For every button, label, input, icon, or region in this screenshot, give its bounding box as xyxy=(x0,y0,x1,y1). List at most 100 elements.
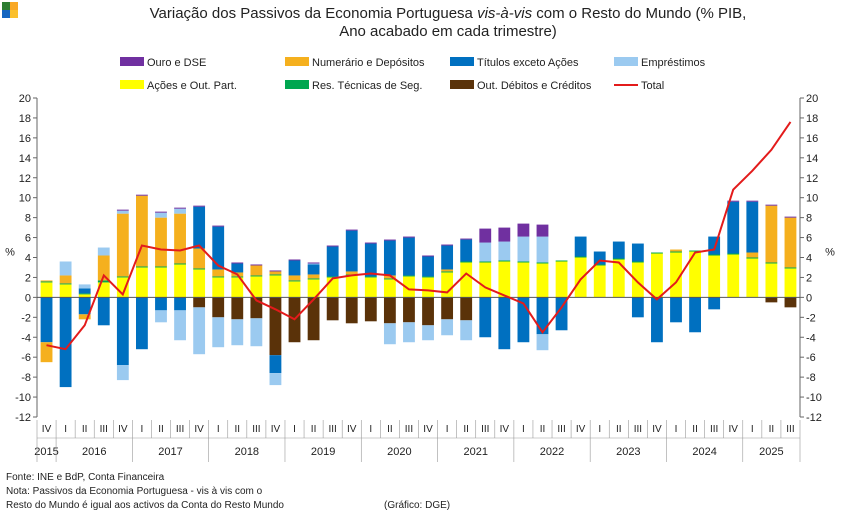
bar-segment xyxy=(422,256,434,277)
bar-segment-negative xyxy=(155,297,167,311)
bar-segment-negative xyxy=(212,297,225,318)
x-quarter-label: II xyxy=(692,424,698,435)
dge-logo-icon xyxy=(2,2,18,18)
y-tick-label: -6 xyxy=(21,352,31,364)
y-tick-label: 4 xyxy=(25,253,31,265)
bar-segment xyxy=(574,236,587,257)
bar-segment xyxy=(40,281,53,283)
bar-segment xyxy=(364,277,377,298)
bar-segment xyxy=(288,275,301,281)
x-quarter-label: II xyxy=(769,424,775,435)
y-tick-label-right: 0 xyxy=(806,292,812,304)
bar-segment-negative xyxy=(269,373,282,386)
bar-segment xyxy=(517,236,530,262)
bar-segment xyxy=(250,275,263,277)
bar-segment xyxy=(784,216,797,218)
bar-segment-negative xyxy=(460,297,473,321)
bar-segment-negative xyxy=(670,297,682,323)
bar-segment-negative xyxy=(441,319,454,336)
bar-segment xyxy=(765,263,778,298)
y-tick-label-right: 12 xyxy=(806,173,818,185)
bar-segment xyxy=(326,246,339,277)
legend-label: Numerário e Depósitos xyxy=(312,57,425,69)
bar-segment-negative xyxy=(269,355,282,374)
bar-segment xyxy=(155,217,167,267)
y-tick-label-right: -8 xyxy=(806,372,816,384)
bar-segment-negative xyxy=(155,310,167,323)
bar-segment-negative xyxy=(689,297,702,333)
y-tick-label: -12 xyxy=(15,412,31,424)
x-quarter-label: I xyxy=(675,424,678,435)
x-quarter-label: II xyxy=(387,424,393,435)
x-quarter-label: IV xyxy=(118,424,128,435)
chart-title-part2: com o Resto do Mundo (% PIB, xyxy=(532,5,746,22)
y-tick-label: 18 xyxy=(19,113,31,125)
y-tick-label-right: -10 xyxy=(806,392,822,404)
x-quarter-label: IV xyxy=(347,424,357,435)
bar-segment xyxy=(498,241,511,261)
bar-segment-negative xyxy=(40,297,53,343)
bar-segment xyxy=(269,271,282,275)
bar-segment-negative xyxy=(345,297,358,324)
bar-segment-negative xyxy=(212,317,225,348)
bar-segment-negative xyxy=(269,297,282,356)
bar-segment xyxy=(174,263,186,265)
bar-segment xyxy=(59,275,72,284)
x-quarter-label: IV xyxy=(271,424,281,435)
y-tick-label-right: 18 xyxy=(806,113,818,125)
bar-segment xyxy=(670,251,682,253)
x-quarter-label: III xyxy=(176,424,184,435)
bar-segment xyxy=(708,255,721,298)
bar-segment xyxy=(269,270,282,272)
y-tick-label-right: 2 xyxy=(806,272,812,284)
bar-segment xyxy=(97,255,110,281)
bar-segment xyxy=(383,239,396,241)
x-quarter-label: II xyxy=(158,424,164,435)
y-tick-label: 20 xyxy=(19,93,31,105)
y-axis-unit-right: % xyxy=(825,247,835,259)
bar-segment-negative xyxy=(250,318,263,347)
bar-segment xyxy=(555,260,568,262)
bar-segment-negative xyxy=(78,297,91,315)
y-tick-label-right: -6 xyxy=(806,352,816,364)
bar-segment xyxy=(193,205,206,207)
bar-segment xyxy=(498,261,511,298)
y-tick-label: -8 xyxy=(21,372,31,384)
chart-title-italic: vis-à-vis xyxy=(477,5,532,22)
x-quarter-label: I xyxy=(141,424,144,435)
bar-segment xyxy=(422,255,434,257)
bar-segment xyxy=(746,257,759,259)
bar-segment xyxy=(345,229,358,231)
bar-segment xyxy=(174,264,186,298)
bar-segment xyxy=(288,260,301,276)
y-tick-label: 8 xyxy=(25,213,31,225)
bar-segment xyxy=(364,243,377,277)
bar-segment xyxy=(40,282,53,298)
bar-segment xyxy=(536,262,549,264)
x-quarter-label: III xyxy=(710,424,718,435)
bar-segment xyxy=(403,275,415,277)
bar-segment xyxy=(765,204,778,206)
x-quarter-label: II xyxy=(540,424,546,435)
bar-segment-negative xyxy=(498,297,511,350)
legend-swatch xyxy=(285,57,309,66)
y-tick-label: 16 xyxy=(19,133,31,145)
bar-segment-negative xyxy=(383,297,396,324)
bar-segment xyxy=(193,206,206,249)
bar-segment xyxy=(631,261,644,263)
bar-segment xyxy=(307,278,320,280)
bar-segment-negative xyxy=(231,297,244,320)
bar-segment xyxy=(403,236,415,238)
y-tick-label: 2 xyxy=(25,272,31,284)
x-year-label: 2019 xyxy=(311,446,335,458)
bar-segment-negative xyxy=(441,297,454,320)
y-tick-label: -4 xyxy=(21,332,31,344)
y-tick-label-right: 20 xyxy=(806,93,818,105)
legend-label: Títulos exceto Ações xyxy=(477,57,579,69)
bar-segment xyxy=(746,258,759,298)
bar-segment xyxy=(422,276,434,278)
bar-segment-negative xyxy=(116,297,129,366)
bar-segment xyxy=(193,268,206,270)
y-tick-label-right: 6 xyxy=(806,233,812,245)
